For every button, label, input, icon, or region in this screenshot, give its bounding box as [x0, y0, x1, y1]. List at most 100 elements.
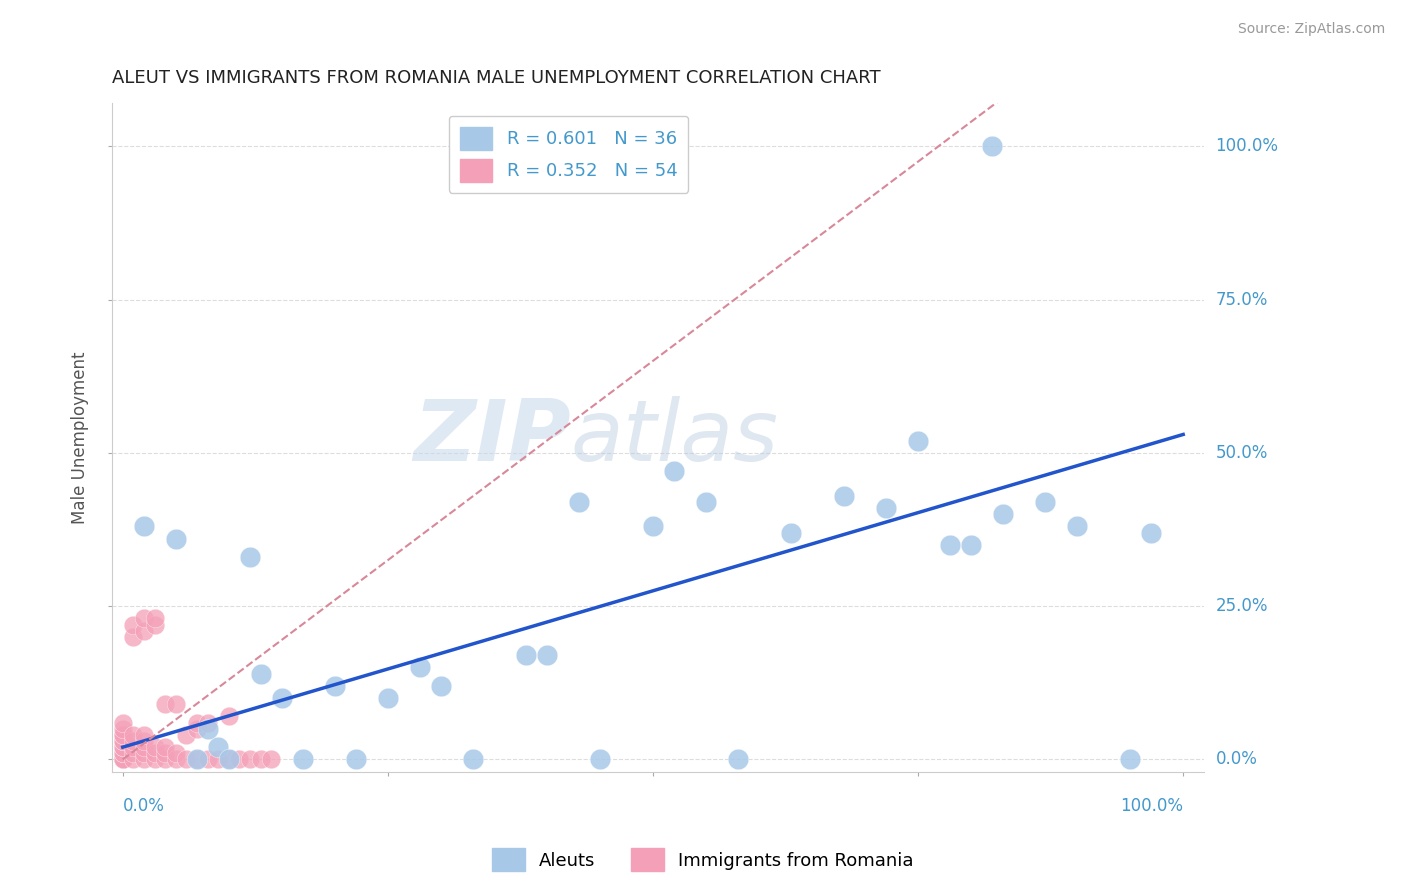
Point	[122, 728, 145, 742]
Point	[111, 752, 134, 766]
Legend: R = 0.601   N = 36, R = 0.352   N = 54: R = 0.601 N = 36, R = 0.352 N = 54	[449, 116, 688, 193]
Point	[1140, 525, 1163, 540]
Point	[132, 734, 155, 748]
Point	[122, 630, 145, 644]
Point	[143, 617, 166, 632]
Point	[589, 752, 612, 766]
Text: 100.0%: 100.0%	[1216, 137, 1278, 155]
Point	[515, 648, 537, 663]
Point	[111, 752, 134, 766]
Point	[111, 746, 134, 760]
Point	[1119, 752, 1142, 766]
Text: 0.0%: 0.0%	[122, 797, 165, 814]
Legend: Aleuts, Immigrants from Romania: Aleuts, Immigrants from Romania	[485, 841, 921, 879]
Point	[122, 752, 145, 766]
Y-axis label: Male Unemployment: Male Unemployment	[72, 351, 89, 524]
Point	[228, 752, 250, 766]
Point	[122, 734, 145, 748]
Point	[197, 715, 219, 730]
Point	[727, 752, 749, 766]
Point	[270, 691, 292, 706]
Point	[111, 752, 134, 766]
Point	[239, 752, 262, 766]
Text: ALEUT VS IMMIGRANTS FROM ROMANIA MALE UNEMPLOYMENT CORRELATION CHART: ALEUT VS IMMIGRANTS FROM ROMANIA MALE UN…	[112, 69, 880, 87]
Point	[1066, 519, 1088, 533]
Text: atlas: atlas	[571, 396, 779, 479]
Point	[111, 722, 134, 736]
Point	[186, 722, 208, 736]
Text: Source: ZipAtlas.com: Source: ZipAtlas.com	[1237, 22, 1385, 37]
Point	[165, 697, 187, 711]
Point	[111, 734, 134, 748]
Point	[153, 697, 176, 711]
Point	[143, 746, 166, 760]
Point	[111, 728, 134, 742]
Point	[186, 752, 208, 766]
Point	[218, 752, 240, 766]
Point	[641, 519, 664, 533]
Point	[132, 740, 155, 755]
Point	[132, 624, 155, 638]
Point	[536, 648, 558, 663]
Point	[132, 752, 155, 766]
Point	[981, 139, 1004, 153]
Point	[292, 752, 315, 766]
Point	[664, 464, 686, 478]
Point	[186, 715, 208, 730]
Point	[165, 746, 187, 760]
Point	[344, 752, 367, 766]
Point	[779, 525, 801, 540]
Point	[1033, 495, 1056, 509]
Point	[153, 752, 176, 766]
Text: ZIP: ZIP	[413, 396, 571, 479]
Point	[153, 746, 176, 760]
Point	[207, 752, 229, 766]
Point	[249, 666, 271, 681]
Point	[461, 752, 484, 766]
Text: 75.0%: 75.0%	[1216, 291, 1268, 309]
Point	[377, 691, 399, 706]
Point	[408, 660, 430, 674]
Point	[939, 538, 962, 552]
Point	[111, 734, 134, 748]
Point	[165, 752, 187, 766]
Point	[832, 489, 855, 503]
Point	[111, 740, 134, 755]
Point	[176, 728, 198, 742]
Point	[132, 746, 155, 760]
Point	[991, 507, 1014, 521]
Point	[111, 740, 134, 755]
Point	[568, 495, 591, 509]
Point	[260, 752, 283, 766]
Point	[218, 709, 240, 723]
Point	[122, 617, 145, 632]
Point	[197, 722, 219, 736]
Point	[875, 501, 897, 516]
Point	[111, 746, 134, 760]
Point	[132, 519, 155, 533]
Point	[218, 752, 240, 766]
Point	[197, 752, 219, 766]
Text: 50.0%: 50.0%	[1216, 444, 1268, 462]
Point	[153, 740, 176, 755]
Point	[132, 611, 155, 625]
Point	[249, 752, 271, 766]
Point	[111, 752, 134, 766]
Point	[430, 679, 453, 693]
Point	[176, 752, 198, 766]
Point	[960, 538, 983, 552]
Point	[122, 746, 145, 760]
Point	[143, 611, 166, 625]
Point	[907, 434, 929, 448]
Point	[143, 740, 166, 755]
Text: 100.0%: 100.0%	[1121, 797, 1184, 814]
Point	[695, 495, 717, 509]
Point	[207, 740, 229, 755]
Text: 0.0%: 0.0%	[1216, 750, 1257, 768]
Text: 25.0%: 25.0%	[1216, 597, 1268, 615]
Point	[239, 550, 262, 565]
Point	[186, 752, 208, 766]
Point	[132, 728, 155, 742]
Point	[111, 715, 134, 730]
Point	[323, 679, 346, 693]
